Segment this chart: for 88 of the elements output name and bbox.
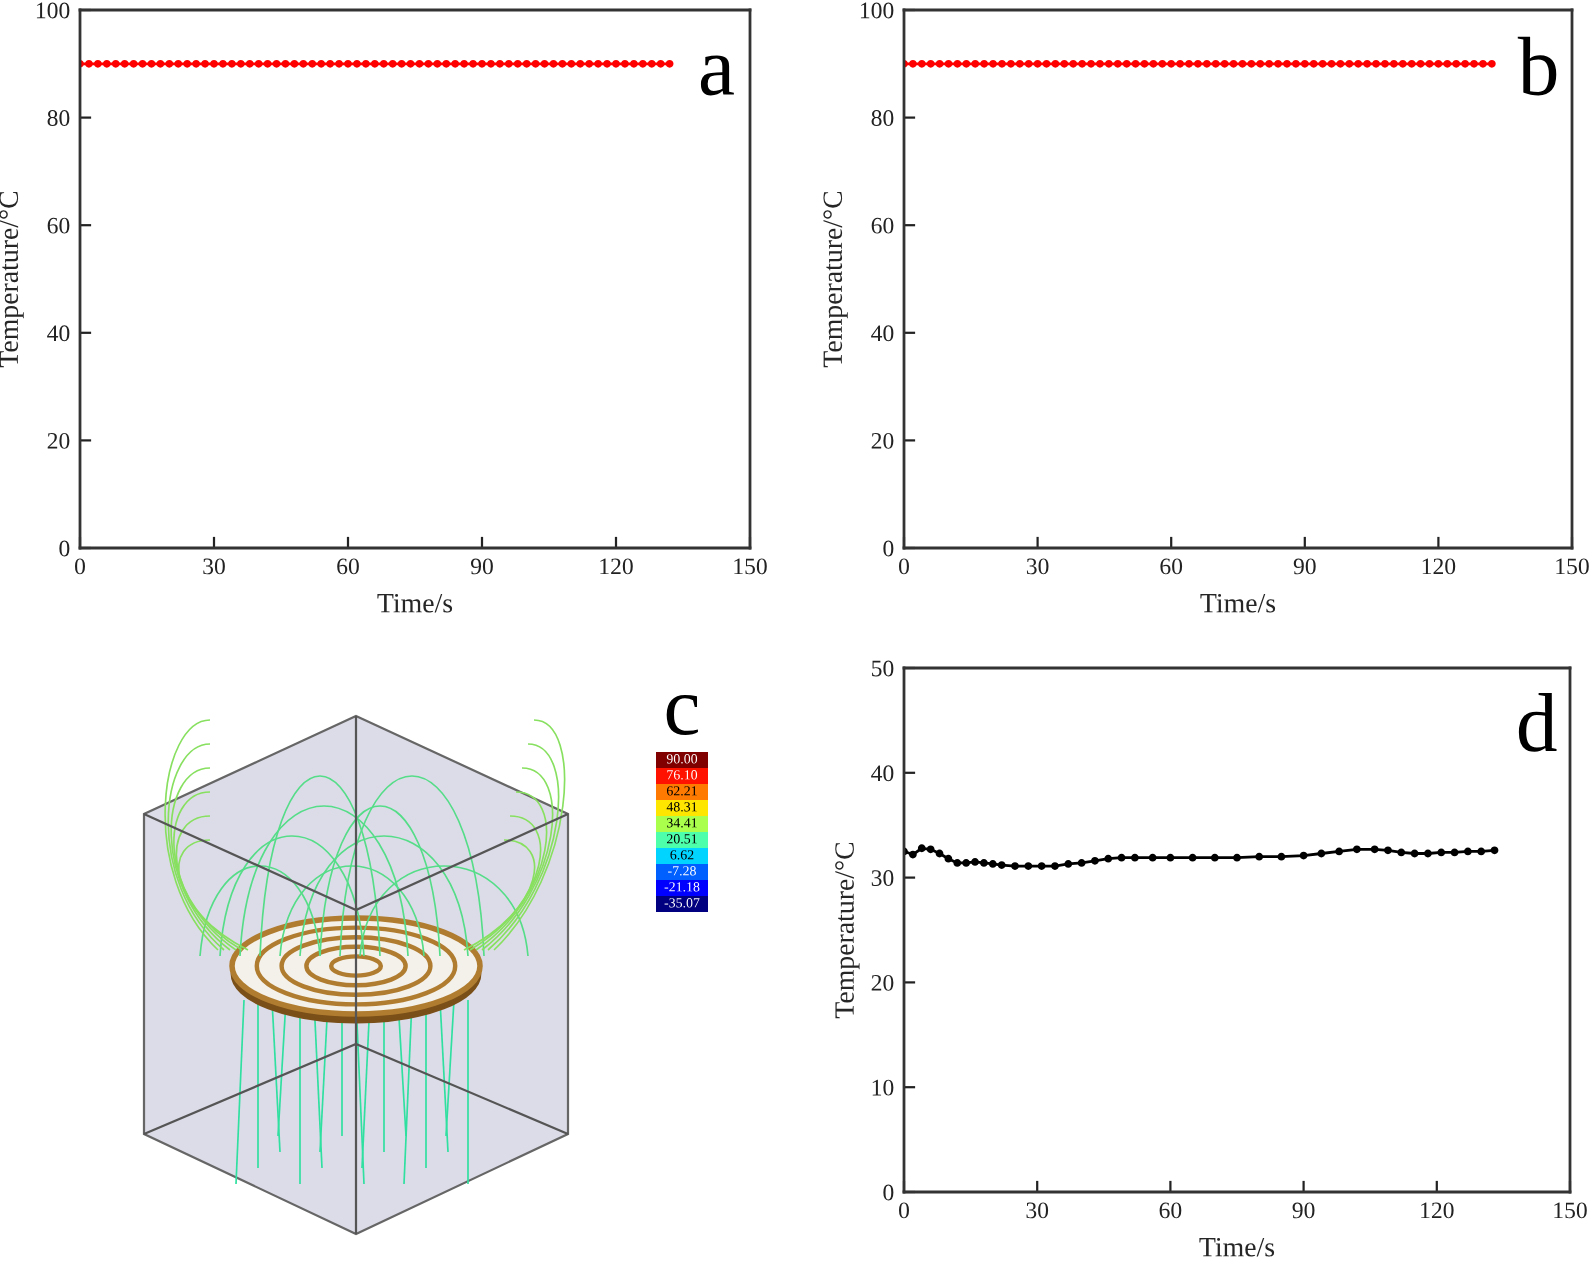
point	[971, 857, 979, 866]
x-tick-label: 150	[1556, 558, 1589, 575]
x-tick-label: 60	[1160, 558, 1183, 575]
point	[962, 859, 971, 867]
chart-title: b	[1517, 36, 1557, 96]
point	[1384, 846, 1392, 855]
y-tick-label: 10	[872, 1079, 894, 1096]
y-tick-label: 60	[871, 217, 894, 234]
y-tick-label: 20	[47, 432, 70, 449]
y-axis-title: Temperature/°C	[823, 191, 848, 368]
point	[1011, 862, 1019, 870]
y-tick-label: 100	[36, 2, 70, 19]
x-tick-label: 0	[899, 1202, 909, 1219]
point	[1117, 853, 1126, 862]
point	[1051, 862, 1059, 870]
point	[1370, 845, 1379, 854]
point	[917, 844, 926, 853]
x-axis-title: Time/s	[1200, 593, 1276, 613]
x-tick-label: 60	[1159, 1202, 1182, 1219]
y-tick-label: 40	[871, 765, 894, 782]
point	[935, 849, 944, 858]
point	[1317, 849, 1326, 858]
point	[908, 850, 917, 859]
x-tick-label: 30	[1026, 558, 1049, 575]
point	[1148, 853, 1157, 862]
y-tick-label: 0	[59, 540, 70, 557]
point	[1397, 848, 1406, 857]
point	[1277, 852, 1286, 861]
x-tick-label: 30	[1026, 1202, 1049, 1219]
y-tick-label: 0	[883, 540, 894, 557]
y-tick-label: 100	[860, 2, 894, 19]
x-tick-label: 60	[337, 558, 359, 575]
chart-title: a	[700, 55, 734, 96]
x-tick-label: 120	[1422, 558, 1456, 575]
y-tick-label: 50	[872, 660, 894, 677]
point	[1037, 862, 1046, 870]
point	[1463, 847, 1472, 856]
point	[988, 860, 997, 868]
point	[1437, 848, 1446, 857]
x-tick-label: 150	[734, 558, 767, 575]
point	[1188, 853, 1197, 862]
x-tick-label: 0	[75, 558, 85, 575]
point	[1335, 847, 1344, 856]
point	[1104, 854, 1113, 863]
point	[1299, 851, 1308, 860]
y-tick-label: 80	[871, 110, 894, 127]
point	[1490, 846, 1499, 855]
point	[997, 861, 1006, 869]
y-tick-label: 40	[47, 325, 70, 342]
chart-title: d	[1518, 693, 1557, 752]
x-tick-label: 120	[1421, 1202, 1454, 1219]
point	[1024, 862, 1033, 870]
x-tick-label: 120	[600, 558, 633, 575]
point	[1255, 852, 1264, 861]
x-tick-label: 90	[1292, 1202, 1315, 1219]
point	[1233, 853, 1241, 862]
point	[1166, 853, 1175, 862]
x-tick-label: 30	[203, 558, 225, 575]
point	[1130, 853, 1139, 862]
point	[1091, 856, 1099, 865]
x-tick-label: 150	[1554, 1202, 1587, 1219]
point	[1064, 860, 1073, 868]
x-tick-label: 0	[899, 558, 909, 575]
point	[1077, 859, 1086, 867]
x-axis-title: Time/s	[1199, 1237, 1275, 1257]
x-tick-label: 90	[470, 558, 493, 575]
y-tick-label: 20	[871, 432, 894, 449]
point	[1410, 849, 1419, 858]
y-tick-label: 40	[871, 325, 894, 342]
y-tick-label: 60	[47, 217, 70, 234]
x-tick-label: 90	[1293, 558, 1316, 575]
point	[926, 845, 935, 854]
chart-title: c	[666, 694, 698, 736]
y-axis-title: Temperature/°C	[0, 191, 24, 368]
y-tick-label: 80	[47, 110, 70, 127]
point	[980, 859, 988, 867]
y-tick-label: 30	[871, 870, 894, 887]
y-tick-label: 20	[871, 974, 894, 991]
y-axis-title: Temperature/°C	[835, 842, 860, 1019]
point	[1477, 847, 1486, 856]
point	[944, 854, 953, 863]
point	[953, 859, 962, 867]
point	[1450, 848, 1459, 857]
x-axis-title: Time/s	[377, 593, 453, 613]
point	[1210, 853, 1219, 862]
point	[1352, 845, 1361, 854]
y-tick-label: 0	[883, 1184, 894, 1201]
point	[1424, 849, 1432, 858]
